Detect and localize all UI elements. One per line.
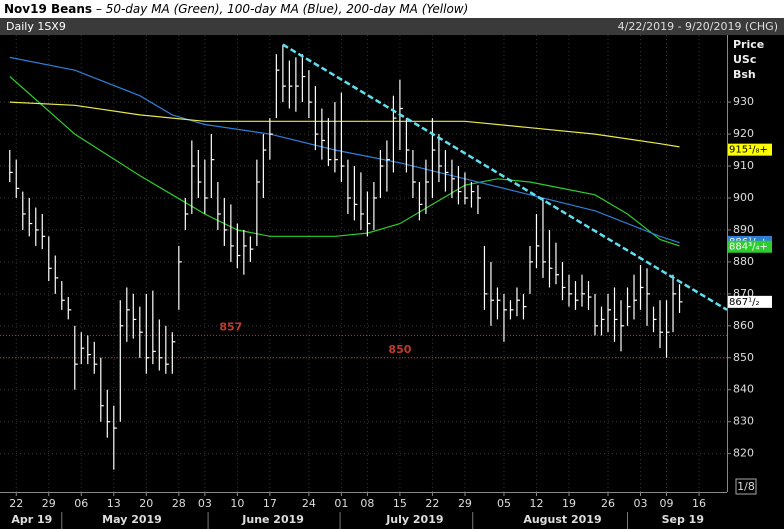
chart-title: Nov19 Beans — [4, 2, 93, 16]
price-tag-label: 915¹/₈+ — [729, 145, 768, 156]
y-tick-label: 820 — [733, 447, 754, 460]
ma-line — [9, 76, 680, 247]
x-tick-label: 08 — [360, 497, 374, 510]
y-tick-label: 910 — [733, 159, 754, 172]
y-tick-label: 890 — [733, 223, 754, 236]
y-tick-label: 840 — [733, 383, 754, 396]
date-range: 4/22/2019 - 9/20/2019 (CHG) — [617, 20, 778, 33]
trendline — [282, 43, 728, 311]
x-tick-label: 22 — [425, 497, 439, 510]
x-tick-label: 26 — [601, 497, 615, 510]
x-tick-label: 29 — [458, 497, 472, 510]
y-tick-label: 930 — [733, 95, 754, 108]
title-bar: Nov19 Beans – 50-day MA (Green), 100-day… — [0, 0, 784, 18]
chart-subtitle: – 50-day MA (Green), 100-day MA (Blue), … — [95, 2, 469, 16]
x-tick-label: 17 — [263, 497, 277, 510]
month-label: Apr 19 — [11, 513, 52, 526]
x-tick-label: 19 — [562, 497, 576, 510]
x-tick-label: 29 — [42, 497, 56, 510]
x-tick-label: 22 — [9, 497, 23, 510]
axis-line — [0, 492, 727, 493]
month-label: July 2019 — [385, 513, 443, 526]
x-tick-label: 12 — [529, 497, 543, 510]
info-bar: Daily 1SX9 4/22/2019 - 9/20/2019 (CHG) — [0, 18, 784, 35]
month-label: May 2019 — [102, 513, 162, 526]
x-tick-label: 20 — [139, 497, 153, 510]
month-label: Sep 19 — [662, 513, 704, 526]
x-tick-label: 16 — [692, 497, 706, 510]
level-label: 857 — [219, 320, 242, 333]
y-tick-label: 920 — [733, 127, 754, 140]
fraction-label: 1/8 — [737, 480, 755, 493]
y-tick-label: 830 — [733, 415, 754, 428]
level-label: 850 — [388, 343, 411, 356]
x-tick-label: 01 — [334, 497, 348, 510]
price-tag-label: 867¹/₂ — [729, 297, 759, 308]
y-tick-label: 860 — [733, 319, 754, 332]
x-tick-label: 28 — [172, 497, 186, 510]
price-tag-label: 884³/₄+ — [729, 242, 768, 253]
y-tick-label: 850 — [733, 351, 754, 364]
axis-line — [727, 35, 728, 492]
price-tag — [728, 143, 772, 156]
y-axis-label: Price — [733, 38, 764, 51]
x-tick-label: 13 — [107, 497, 121, 510]
month-label: June 2019 — [241, 513, 304, 526]
y-axis-label: USc — [733, 53, 756, 66]
month-label: August 2019 — [523, 513, 601, 526]
x-tick-label: 03 — [198, 497, 212, 510]
ma-line — [9, 56, 680, 244]
price-tag — [728, 240, 772, 253]
y-axis-label: Bsh — [733, 68, 756, 81]
fraction-box — [735, 478, 757, 495]
price-tag — [728, 295, 772, 308]
frequency: Daily 1SX9 — [6, 20, 66, 33]
x-tick-label: 10 — [230, 497, 244, 510]
ma-line — [9, 101, 680, 148]
y-tick-label: 880 — [733, 255, 754, 268]
x-tick-label: 09 — [660, 497, 674, 510]
chart: 1/8 820830840850860870880890900910920930… — [0, 35, 772, 529]
x-tick-label: 06 — [74, 497, 88, 510]
x-tick-label: 05 — [497, 497, 511, 510]
x-tick-label: 24 — [302, 497, 316, 510]
x-tick-label: 03 — [634, 497, 648, 510]
y-tick-label: 900 — [733, 191, 754, 204]
x-tick-label: 15 — [393, 497, 407, 510]
